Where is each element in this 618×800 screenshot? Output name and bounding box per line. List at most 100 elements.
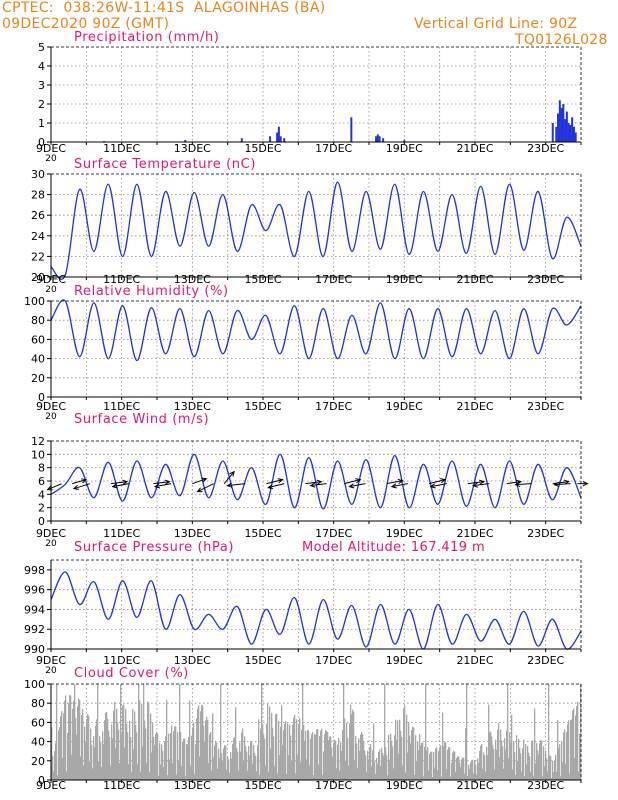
y-tick-label: 26	[31, 209, 45, 222]
precip-bar	[557, 113, 560, 142]
y-tick-label: 2	[38, 98, 45, 111]
cloud-cover-bar	[160, 764, 162, 780]
cloud-cover-bar	[335, 740, 337, 780]
cloud-cover-bar	[391, 741, 393, 780]
wind-arrow	[428, 479, 446, 485]
x-tick-label: 17DEC	[315, 273, 352, 286]
station-line: CPTEC: 038:26W-11:41S ALAGOINHAS (BA)	[2, 0, 326, 16]
cloud-cover-bar	[111, 724, 113, 780]
cloud-cover-bar	[326, 731, 328, 780]
cloud-cover-bar	[88, 715, 90, 780]
x-tick-label: 23DEC	[527, 654, 564, 667]
cloud-cover-bar	[115, 748, 117, 780]
cloud-cover-bar	[52, 755, 54, 780]
cloud-cover-bar	[415, 735, 417, 780]
x-tick-label: 21DEC	[456, 273, 493, 286]
cloud-cover-bar	[214, 745, 216, 780]
cloud-cover-bar	[321, 728, 323, 780]
cloud-cover-bar	[188, 737, 190, 780]
y-tick-label: 60	[31, 333, 45, 346]
cloud-cover-bar	[87, 714, 89, 780]
cloud-cover-bar	[243, 759, 245, 780]
x-tick-overlap-fragment: 20	[45, 412, 57, 422]
cloud-cover-bar	[508, 758, 510, 780]
wind-arrow-head	[122, 479, 129, 485]
cloud-cover-bar	[387, 775, 389, 780]
cloud-cover-bar	[494, 769, 496, 780]
cloud-cover-bar	[123, 704, 125, 780]
cloud-cover-bar	[452, 752, 454, 780]
cloud-cover-bar	[378, 751, 380, 780]
cloud-cover-bar	[224, 745, 226, 780]
cloud-cover-bar	[147, 701, 149, 780]
wind-arrow-head	[154, 483, 161, 489]
cloud-cover-bar	[194, 773, 196, 780]
series-line	[50, 181, 582, 280]
cloud-cover-bar	[264, 738, 266, 780]
cloud-cover-bar	[534, 708, 536, 780]
cloud-cover-bar	[143, 684, 145, 780]
cloud-cover-bar	[132, 709, 134, 780]
x-tick-label: 19DEC	[386, 654, 423, 667]
cloud-cover-bar	[305, 730, 307, 780]
cloud-cover-bar	[370, 744, 372, 780]
cloud-cover-bar	[65, 695, 67, 780]
cloud-cover-bar	[546, 758, 548, 780]
cloud-cover-bar	[315, 734, 317, 780]
x-tick-label: 13DEC	[174, 654, 211, 667]
cloud-cover-bar	[63, 713, 65, 780]
y-tick-label: 994	[24, 603, 45, 616]
cloud-cover-bar	[343, 684, 345, 780]
cloud-cover-bar	[537, 750, 539, 780]
cloud-cover-bar	[238, 770, 240, 780]
cloud-cover-bar	[72, 708, 74, 780]
cloud-cover-bar	[122, 705, 124, 780]
x-tick-label: 23DEC	[527, 779, 564, 792]
cloud-cover-bar	[383, 755, 385, 780]
cloud-cover-bar	[289, 724, 291, 780]
cloud-cover-bar	[193, 722, 195, 780]
cloud-cover-bar	[578, 771, 580, 780]
cloud-cover-bar	[468, 764, 470, 780]
cloud-cover-bar	[517, 760, 519, 780]
cloud-cover-bar	[532, 740, 534, 780]
cloud-cover-bar	[135, 724, 137, 780]
cloud-cover-bar	[333, 742, 335, 780]
cloud-cover-bar	[216, 742, 218, 780]
wind-arrow-head	[390, 483, 397, 489]
x-tick-label: 15DEC	[244, 142, 281, 155]
cloud-cover-bar	[514, 752, 516, 780]
cloud-cover-bar	[230, 751, 232, 780]
cloud-cover-bar	[489, 732, 491, 780]
cloud-cover-bar	[174, 726, 176, 780]
cloud-cover-bar	[401, 736, 403, 780]
cloud-cover-bar	[99, 736, 101, 780]
cloud-cover-bar	[166, 699, 168, 780]
cloud-cover-bar	[241, 732, 243, 780]
cloud-cover-bar	[473, 773, 475, 780]
cloud-cover-bar	[204, 741, 206, 780]
cloud-cover-bar	[254, 752, 256, 780]
cloud-cover-bar	[127, 732, 129, 780]
cloud-cover-bar	[259, 774, 261, 780]
cloud-cover-bar	[271, 712, 273, 780]
y-tick-label: 20	[31, 271, 45, 284]
x-tick-label: 15DEC	[244, 779, 281, 792]
cloud-cover-bar	[443, 746, 445, 780]
x-tick-label: 13DEC	[174, 779, 211, 792]
cloud-cover-bar	[507, 684, 509, 780]
cloud-cover-bar	[286, 773, 288, 780]
cloud-cover-bar	[461, 759, 463, 780]
cloud-cover-bar	[205, 720, 207, 780]
wind-arrow	[47, 483, 62, 491]
x-tick-overlap-fragment: 20	[45, 154, 57, 164]
cloud-cover-bar	[270, 748, 272, 780]
cloud-cover-bar	[319, 736, 321, 780]
x-tick-label: 15DEC	[244, 400, 281, 413]
cloud-cover-bar	[150, 713, 152, 780]
precip-bar	[562, 104, 565, 142]
cloud-cover-bar	[51, 727, 53, 780]
cloud-cover-bar	[434, 767, 436, 780]
x-tick-label: 19DEC	[386, 273, 423, 286]
cloud-cover-bar	[266, 723, 268, 780]
